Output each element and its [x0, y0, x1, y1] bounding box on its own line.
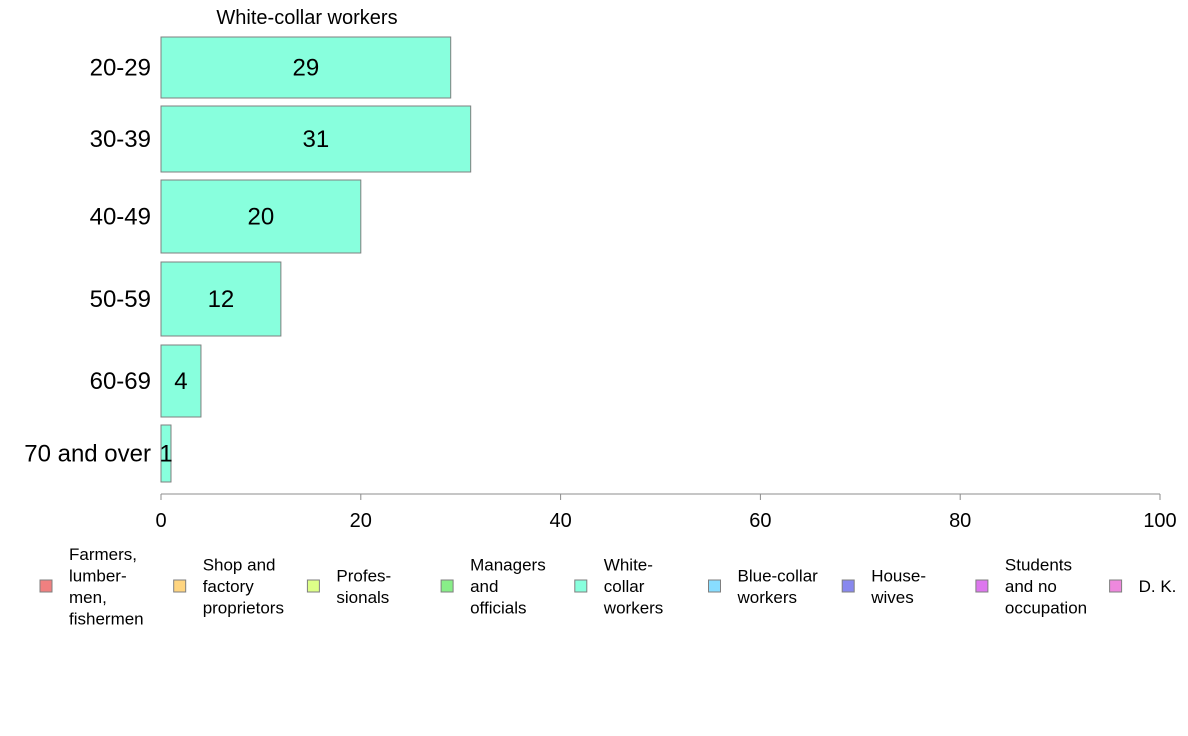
category-label: 30-39 [90, 126, 151, 153]
bar-value-label: 1 [159, 441, 172, 468]
legend-label-line: proprietors [203, 599, 284, 618]
legend-label-line: D. K. [1139, 577, 1177, 596]
bar-60-69 [160, 344, 202, 418]
legend-label-line: House- [871, 566, 926, 585]
legend-swatch [173, 579, 187, 593]
legend-item: House-wives [841, 566, 926, 607]
bar-30-39 [160, 105, 472, 173]
legend-label-line: Students [1005, 556, 1072, 575]
category-label: 70 and over [24, 441, 151, 468]
category-label: 60-69 [90, 368, 151, 395]
legend-swatch [841, 579, 855, 593]
legend-item: Farmers, lumber-men, fishermen [39, 545, 144, 628]
x-tick-label: 80 [949, 510, 971, 532]
legend-label-line: officials [470, 599, 526, 618]
bar-value-label: 29 [293, 55, 320, 82]
legend-label-line: and [470, 577, 498, 596]
x-tick-label: 0 [155, 510, 166, 532]
legend-swatch [306, 579, 320, 593]
legend-item: Profes-sionals [306, 566, 391, 607]
legend-item: White-collar workers [574, 556, 664, 618]
legend-label-line: sionals [336, 588, 389, 607]
category-label: 50-59 [90, 286, 151, 313]
legend-swatch [1109, 579, 1123, 593]
legend-label-line: lumber- [69, 566, 127, 585]
legend-swatch [574, 579, 588, 593]
legend-label-line: collar [604, 577, 645, 596]
x-tick-label: 100 [1143, 510, 1176, 532]
legend-item: Blue-collar workers [708, 566, 819, 607]
x-axis: 0 20 40 60 80 100 [155, 493, 1177, 532]
legend-label-line: workers [603, 599, 664, 618]
legend-label-line: Blue-collar [738, 566, 819, 585]
bar-value-label: 31 [302, 126, 329, 153]
bar-50-59 [160, 261, 282, 337]
legend-label-line: Profes- [336, 566, 391, 585]
legend-item: Students and no occupation [975, 556, 1087, 618]
legend-swatch [440, 579, 454, 593]
category-label: 20-29 [90, 55, 151, 82]
legend-swatch [708, 579, 721, 593]
legend-label-line: workers [737, 588, 798, 607]
legend-label-line: factory [203, 577, 255, 596]
legend-item: D. K. [1109, 577, 1177, 596]
legend-label-line: Shop and [203, 556, 276, 575]
bar-70-and-over [160, 424, 172, 483]
legend-label-line: wives [870, 588, 914, 607]
legend-label-line: occupation [1005, 599, 1087, 618]
bar-value-label: 20 [248, 204, 275, 231]
bars-group: 20-29 29 30-39 31 40-49 20 50-59 12 60-69 4 70 and… [24, 36, 472, 483]
x-tick-label: 60 [749, 510, 771, 532]
category-label: 40-49 [90, 204, 151, 231]
chart-title: White-collar workers [216, 7, 397, 29]
bar-value-label: 4 [174, 368, 187, 395]
legend-label-line: and no [1005, 577, 1057, 596]
x-tick-label: 20 [350, 510, 372, 532]
legend-label-line: fishermen [69, 609, 144, 628]
legend-label-line: men, [69, 588, 107, 607]
legend-label-line: Managers [470, 556, 546, 575]
legend-item: Shop and factory proprietors [173, 556, 284, 618]
bar-20-29 [160, 36, 452, 99]
legend-swatch [39, 579, 53, 593]
legend-item: Managers and officials [440, 556, 546, 618]
legend-label-line: White- [604, 556, 653, 575]
bar-40-49 [160, 179, 362, 254]
bar-value-label: 12 [208, 286, 235, 313]
legend-swatch [975, 579, 989, 593]
legend-label-line: Farmers, [69, 545, 137, 564]
x-tick-label: 40 [549, 510, 571, 532]
legend: Farmers, lumber-men, fishermen Shop and fact… [39, 545, 1177, 628]
